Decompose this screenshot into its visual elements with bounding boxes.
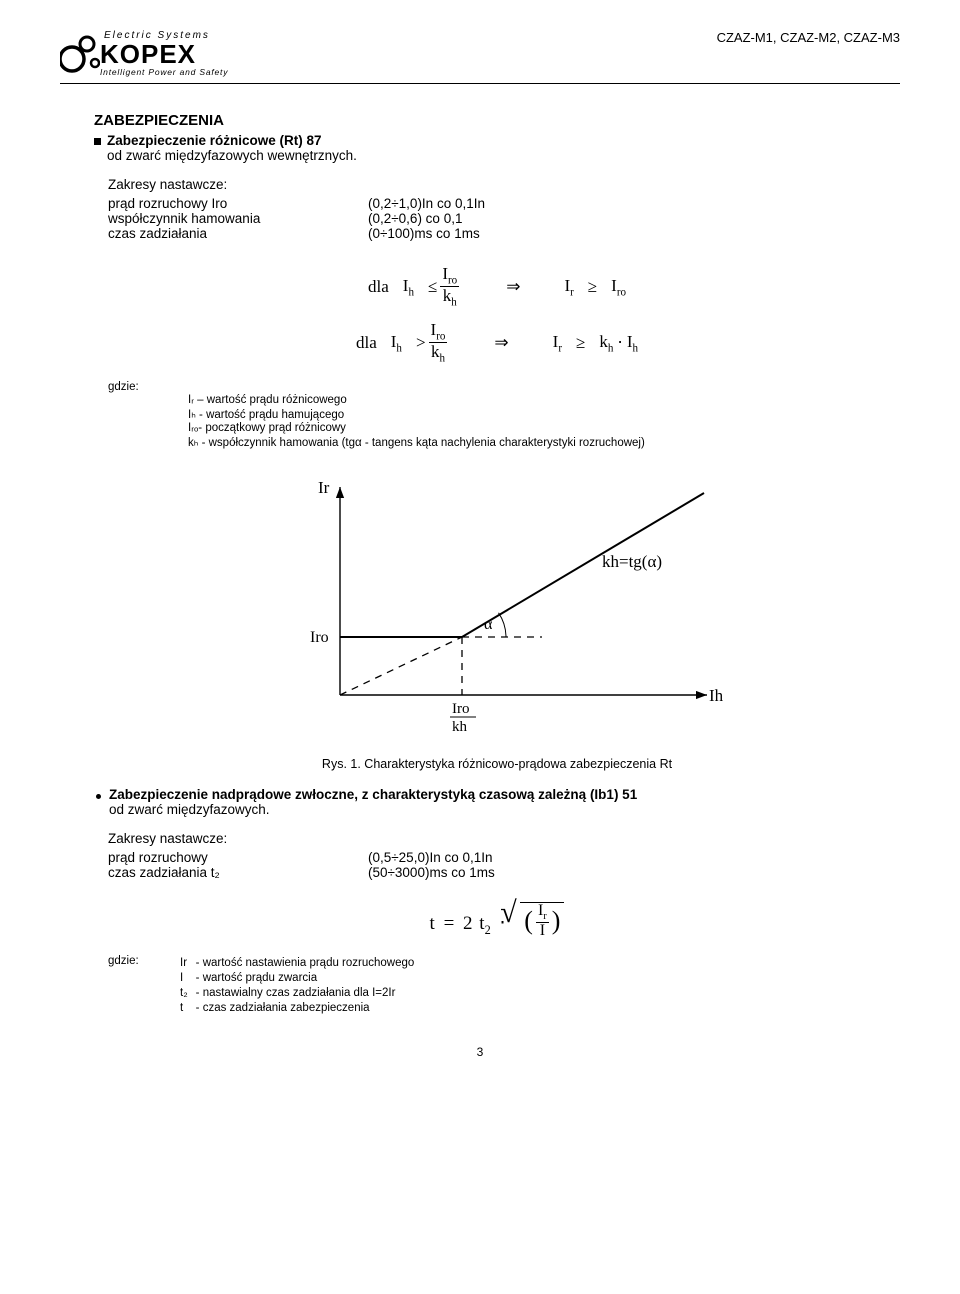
characteristic-graph: Ir Iro Ih Iro kh kh=tg(α) α	[262, 467, 732, 747]
setting-label: czas zadziałania t₂	[108, 865, 368, 880]
svg-text:kh: kh	[452, 719, 468, 735]
svg-text:Ih: Ih	[709, 686, 724, 705]
bullet-line2: od zwarć międzyfazowych wewnętrznych.	[107, 148, 357, 163]
bullet-rt87: Zabezpieczenie różnicowe (Rt) 87 od zwar…	[94, 133, 900, 163]
formula-area: dla Ih ≤ Iro kh ⇒ Ir ≥ Iro dla Ih > Iro …	[94, 259, 900, 371]
gdzie-desc: - wartość prądu zwarcia	[196, 972, 421, 985]
page-header: Electric Systems KOPEX Intelligent Power…	[60, 30, 900, 77]
logo-tagline: Intelligent Power and Safety	[100, 67, 228, 77]
gdzie-sym: t	[180, 1002, 194, 1015]
svg-text:kh=tg(α): kh=tg(α)	[602, 552, 662, 571]
logo-brand: KOPEX	[100, 41, 228, 67]
graph-container: Ir Iro Ih Iro kh kh=tg(α) α	[94, 467, 900, 747]
svg-text:Iro: Iro	[310, 629, 329, 646]
bullet-bold: Zabezpieczenie różnicowe (Rt) 87	[107, 133, 322, 148]
gdzie-def: Iᵣ – wartość prądu różnicowego	[188, 394, 900, 406]
gdzie-def: Iᵣₒ- początkowy prąd różnicowy	[188, 422, 900, 434]
gdzie-desc: - nastawialny czas zadziałania dla I=2Ir	[196, 987, 421, 1000]
gdzie-block-2: gdzie: Ir- wartość nastawienia prądu roz…	[94, 955, 900, 1017]
formula-2: dla Ih > Iro kh ⇒ Ir ≥ kh ⋅ Ih	[356, 321, 638, 365]
section-title: ZABEZPIECZENIA	[94, 112, 900, 129]
setting-label: czas zadziałania	[108, 226, 368, 241]
setting-label: współczynnik hamowania	[108, 211, 368, 226]
svg-text:α: α	[484, 616, 493, 633]
gdzie-desc: - wartość nastawienia prądu rozruchowego	[196, 957, 421, 970]
svg-text:Ir: Ir	[318, 478, 330, 497]
bullet-bold: Zabezpieczenie nadprądowe zwłoczne, z ch…	[109, 787, 637, 802]
svg-text:Iro: Iro	[452, 701, 470, 717]
setting-label: prąd rozruchowy Iro	[108, 196, 368, 211]
settings-block: Zakresy nastawcze: prąd rozruchowy Iro(0…	[94, 177, 900, 241]
formula-1: dla Ih ≤ Iro kh ⇒ Ir ≥ Iro	[368, 265, 626, 309]
gdzie-def: kₕ - współczynnik hamowania (tgα - tange…	[188, 435, 900, 449]
setting-value: (0,2÷1,0)In co 0,1In	[368, 196, 485, 211]
gdzie-sym: Ir	[180, 957, 194, 970]
bullet-ib1: Zabezpieczenie nadprądowe zwłoczne, z ch…	[94, 787, 900, 817]
settings-block-2: Zakresy nastawcze: prąd rozruchowy(0,5÷2…	[94, 831, 900, 880]
figure-caption: Rys. 1. Charakterystyka różnicowo-prądow…	[94, 757, 900, 771]
gdzie-desc: - czas zadziałania zabezpieczenia	[196, 1002, 421, 1015]
gdzie-sym: I	[180, 972, 194, 985]
setting-value: (0÷100)ms co 1ms	[368, 226, 480, 241]
f-text: dla	[368, 277, 389, 297]
gdzie-block: gdzie: Iᵣ – wartość prądu różnicowego Iₕ…	[94, 381, 900, 449]
page-number: 3	[60, 1045, 900, 1059]
square-bullet-icon	[94, 138, 101, 145]
gdzie-label: gdzie:	[108, 381, 900, 393]
round-bullet-icon	[96, 794, 101, 799]
settings-label: Zakresy nastawcze:	[108, 177, 900, 192]
gdzie-label: gdzie:	[108, 955, 178, 1017]
logo: Electric Systems KOPEX Intelligent Power…	[60, 30, 228, 77]
kopex-logo-icon	[60, 33, 100, 75]
header-rule	[60, 83, 900, 84]
gdzie-def: Iₕ - wartość prądu hamującego	[188, 407, 900, 421]
setting-value: (0,5÷25,0)In co 0,1In	[368, 850, 493, 865]
f-text: dla	[356, 333, 377, 353]
settings-label: Zakresy nastawcze:	[108, 831, 900, 846]
setting-label: prąd rozruchowy	[108, 850, 368, 865]
setting-value: (50÷3000)ms co 1ms	[368, 865, 495, 880]
formula-t: t = 2 t2 ⋅ √ ( Ir I )	[94, 902, 900, 940]
content: ZABEZPIECZENIA Zabezpieczenie różnicowe …	[60, 112, 900, 1017]
bullet-line2: od zwarć międzyfazowych.	[109, 802, 270, 817]
doc-code: CZAZ-M1, CZAZ-M2, CZAZ-M3	[717, 30, 900, 45]
gdzie-sym: t₂	[180, 987, 194, 1000]
setting-value: (0,2÷0,6) co 0,1	[368, 211, 462, 226]
